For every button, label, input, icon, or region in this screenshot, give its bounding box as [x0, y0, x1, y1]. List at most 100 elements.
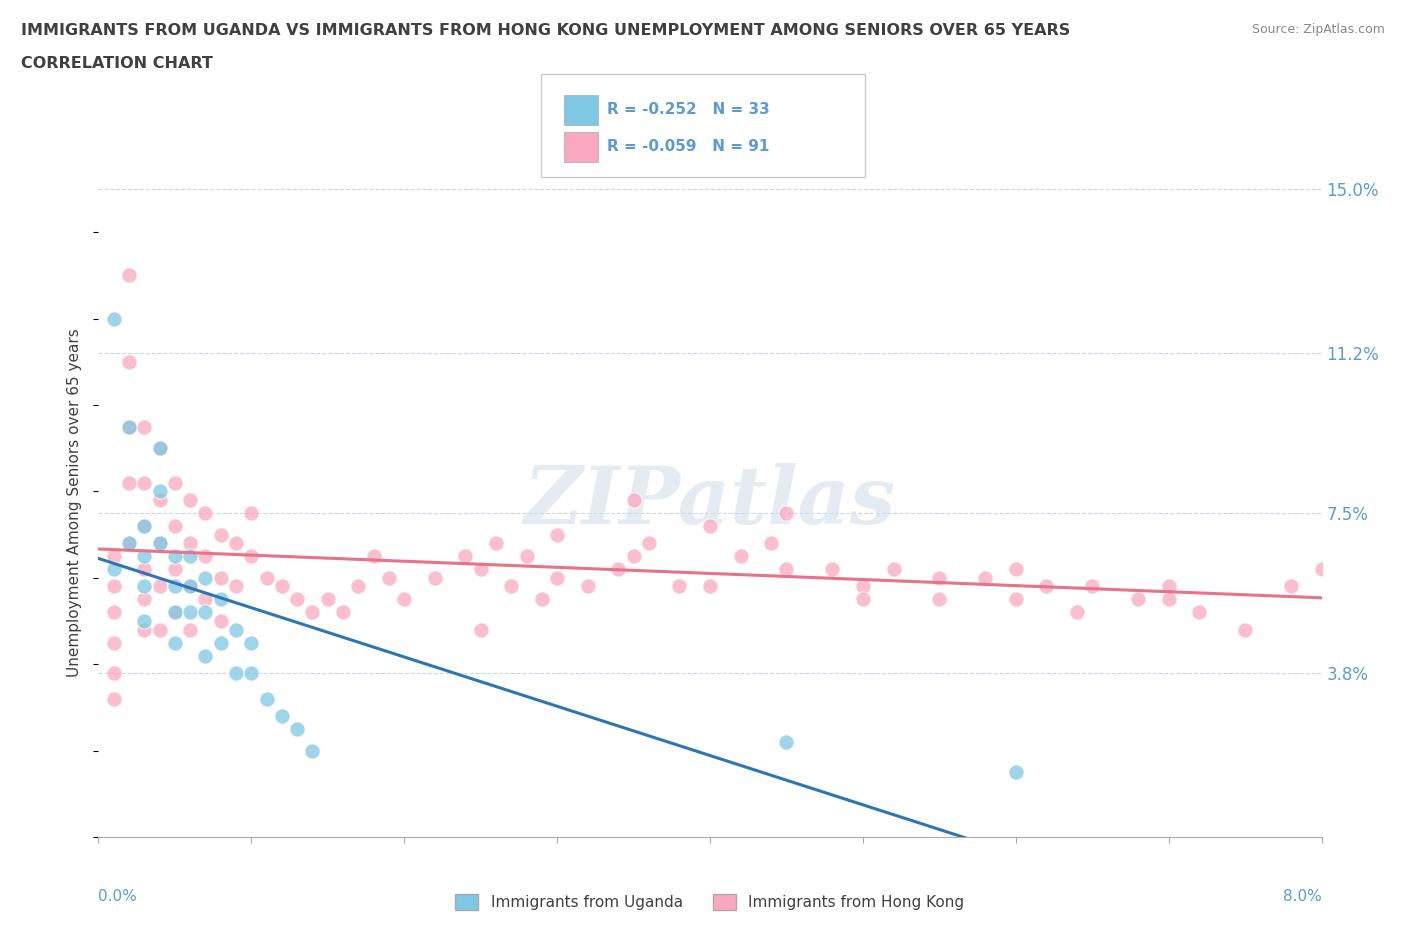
Point	[149, 493, 172, 508]
Point	[194, 592, 217, 607]
Point	[103, 562, 125, 577]
Point	[485, 536, 508, 551]
Text: ZIPatlas: ZIPatlas	[524, 463, 896, 541]
Point	[163, 579, 186, 594]
Point	[852, 592, 875, 607]
Point	[118, 419, 141, 434]
Y-axis label: Unemployment Among Seniors over 65 years: Unemployment Among Seniors over 65 years	[67, 328, 83, 677]
Point	[332, 604, 354, 619]
Text: Source: ZipAtlas.com: Source: ZipAtlas.com	[1251, 23, 1385, 36]
Point	[194, 549, 217, 564]
Point	[163, 604, 186, 619]
Text: 0.0%: 0.0%	[98, 889, 138, 904]
Point	[134, 579, 156, 594]
Point	[103, 691, 125, 706]
Point	[285, 722, 308, 737]
Point	[225, 579, 247, 594]
Point	[149, 622, 172, 637]
Point	[928, 592, 950, 607]
Point	[179, 493, 201, 508]
Point	[775, 735, 797, 750]
Point	[163, 635, 186, 650]
Point	[134, 519, 156, 534]
Point	[1004, 764, 1026, 779]
Point	[194, 648, 217, 663]
Point	[623, 493, 645, 508]
Point	[209, 592, 232, 607]
Point	[240, 665, 263, 680]
Point	[194, 506, 217, 521]
Point	[209, 570, 232, 585]
Point	[516, 549, 538, 564]
Point	[163, 549, 186, 564]
Point	[852, 579, 875, 594]
Point	[668, 579, 690, 594]
Point	[134, 592, 156, 607]
Text: R = -0.059   N = 91: R = -0.059 N = 91	[607, 140, 769, 154]
Point	[179, 549, 201, 564]
Point	[118, 354, 141, 369]
Point	[240, 635, 263, 650]
Point	[316, 592, 339, 607]
Point	[423, 570, 446, 585]
Point	[194, 570, 217, 585]
Point	[256, 691, 278, 706]
Point	[163, 562, 186, 577]
Point	[225, 622, 247, 637]
Point	[1004, 562, 1026, 577]
Point	[118, 536, 141, 551]
Point	[1081, 579, 1104, 594]
Point	[134, 519, 156, 534]
Point	[134, 475, 156, 490]
Point	[1157, 579, 1180, 594]
Point	[103, 549, 125, 564]
Point	[392, 592, 416, 607]
Point	[699, 519, 721, 534]
Point	[179, 579, 201, 594]
Point	[607, 562, 630, 577]
Point	[209, 614, 232, 629]
Point	[1004, 592, 1026, 607]
Point	[454, 549, 477, 564]
Legend: Immigrants from Uganda, Immigrants from Hong Kong: Immigrants from Uganda, Immigrants from …	[450, 888, 970, 916]
Point	[134, 419, 156, 434]
Point	[546, 570, 568, 585]
Point	[149, 536, 172, 551]
Point	[225, 536, 247, 551]
Point	[118, 536, 141, 551]
Point	[470, 562, 492, 577]
Point	[134, 562, 156, 577]
Point	[134, 549, 156, 564]
Point	[179, 579, 201, 594]
Text: 8.0%: 8.0%	[1282, 889, 1322, 904]
Point	[134, 622, 156, 637]
Point	[576, 579, 599, 594]
Point	[179, 604, 201, 619]
Point	[270, 579, 294, 594]
Point	[378, 570, 401, 585]
Point	[1188, 604, 1211, 619]
Point	[363, 549, 385, 564]
Point	[470, 622, 492, 637]
Point	[149, 484, 172, 498]
Point	[821, 562, 844, 577]
Point	[225, 665, 247, 680]
Point	[149, 579, 172, 594]
Point	[118, 419, 141, 434]
Point	[1234, 622, 1257, 637]
Point	[501, 579, 523, 594]
Point	[149, 536, 172, 551]
Point	[240, 506, 263, 521]
Point	[118, 475, 141, 490]
Point	[1035, 579, 1057, 594]
Point	[179, 622, 201, 637]
Point	[730, 549, 752, 564]
Point	[1128, 592, 1150, 607]
Point	[1157, 592, 1180, 607]
Point	[163, 604, 186, 619]
Point	[240, 549, 263, 564]
Point	[974, 570, 997, 585]
Point	[270, 709, 294, 724]
Point	[209, 527, 232, 542]
Point	[530, 592, 553, 607]
